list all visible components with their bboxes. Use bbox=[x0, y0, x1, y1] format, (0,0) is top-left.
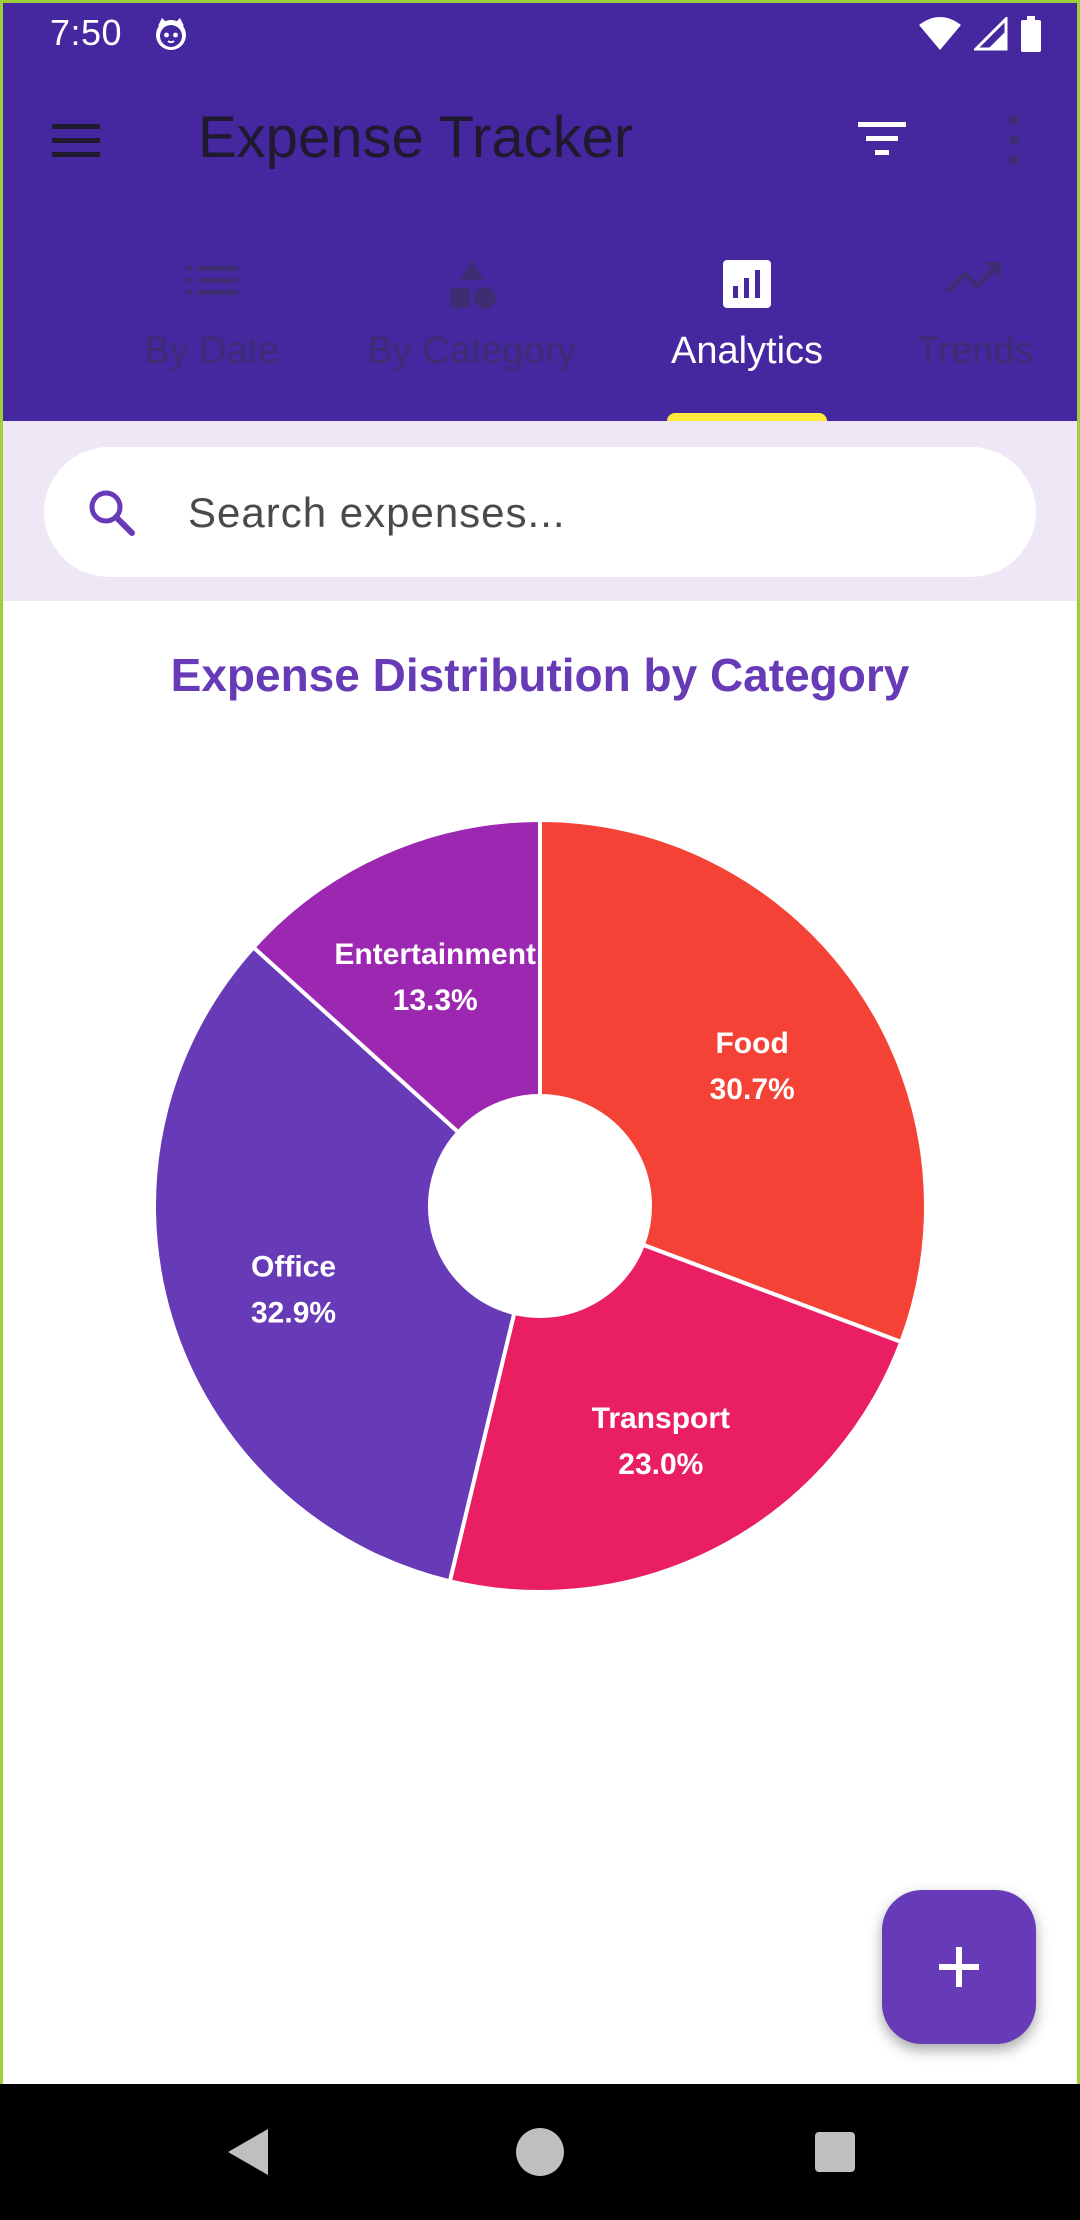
search-icon bbox=[89, 490, 135, 536]
search-box[interactable] bbox=[44, 447, 1036, 577]
pie-slice-office[interactable] bbox=[152, 944, 517, 1584]
pie-slice-food[interactable] bbox=[538, 817, 928, 1345]
frame-border-left bbox=[0, 0, 3, 2084]
pie-slice-entertainment[interactable] bbox=[250, 817, 542, 1136]
pie-chart: Food 30.7% Transport 23.0% Office 32.9% Entert… bbox=[152, 817, 928, 1594]
tab-label: By Category bbox=[367, 330, 577, 372]
analytics-icon bbox=[723, 260, 771, 308]
wifi-icon bbox=[919, 17, 961, 50]
nav-home-button[interactable] bbox=[480, 2084, 600, 2220]
search-input[interactable] bbox=[186, 472, 990, 554]
tab-trends[interactable]: Trends bbox=[900, 240, 1050, 421]
app-title: Expense Tracker bbox=[198, 105, 634, 170]
status-indicators bbox=[918, 14, 1042, 54]
nav-recents-button[interactable] bbox=[775, 2084, 895, 2220]
category-shapes-icon bbox=[450, 260, 496, 309]
back-icon bbox=[228, 2129, 268, 2175]
tab-analytics[interactable]: Analytics bbox=[655, 240, 839, 421]
signal-icon bbox=[974, 17, 1008, 51]
tab-label: By Date bbox=[144, 330, 280, 372]
tab-by-date[interactable]: By Date bbox=[130, 240, 294, 421]
slice-name-label: Food bbox=[715, 1027, 788, 1060]
slice-name-label: Office bbox=[251, 1250, 336, 1283]
cat-face-icon bbox=[156, 18, 186, 50]
recents-icon bbox=[815, 2132, 855, 2172]
frame-border-top bbox=[0, 0, 1080, 3]
list-icon bbox=[186, 266, 238, 295]
hamburger-menu-icon[interactable] bbox=[46, 118, 106, 162]
pie-slice-transport[interactable] bbox=[447, 1242, 904, 1594]
trending-up-icon bbox=[945, 262, 1001, 294]
frame-border-right bbox=[1077, 0, 1080, 2084]
more-vert-icon[interactable] bbox=[996, 112, 1032, 168]
battery-icon bbox=[1021, 16, 1041, 52]
filter-icon[interactable] bbox=[852, 114, 912, 164]
slice-percent-label: 30.7% bbox=[710, 1073, 795, 1106]
tab-bar: By Date By Category Analytics bbox=[0, 240, 1080, 421]
slice-name-label: Transport bbox=[592, 1402, 730, 1435]
home-icon bbox=[516, 2128, 564, 2176]
slice-percent-label: 23.0% bbox=[618, 1448, 703, 1481]
search-area bbox=[0, 421, 1080, 601]
tab-label: Trends bbox=[916, 330, 1034, 372]
chart-title: Expense Distribution by Category bbox=[170, 649, 910, 701]
slice-percent-label: 32.9% bbox=[251, 1296, 336, 1329]
toolbar: Expense Tracker bbox=[0, 66, 1080, 216]
tab-indicator bbox=[667, 413, 827, 421]
navigation-bar bbox=[0, 2084, 1080, 2220]
slice-percent-label: 13.3% bbox=[393, 984, 478, 1017]
slice-name-label: Entertainment bbox=[334, 938, 536, 971]
status-bar: 7:50 bbox=[0, 0, 1080, 66]
tab-by-category[interactable]: By Category bbox=[355, 240, 589, 421]
add-expense-button[interactable] bbox=[882, 1890, 1036, 2044]
tab-label: Analytics bbox=[670, 330, 824, 372]
add-icon bbox=[939, 1947, 979, 1987]
nav-back-button[interactable] bbox=[187, 2084, 307, 2220]
status-time: 7:50 bbox=[50, 12, 123, 53]
app-bar: 7:50 bbox=[0, 0, 1080, 421]
